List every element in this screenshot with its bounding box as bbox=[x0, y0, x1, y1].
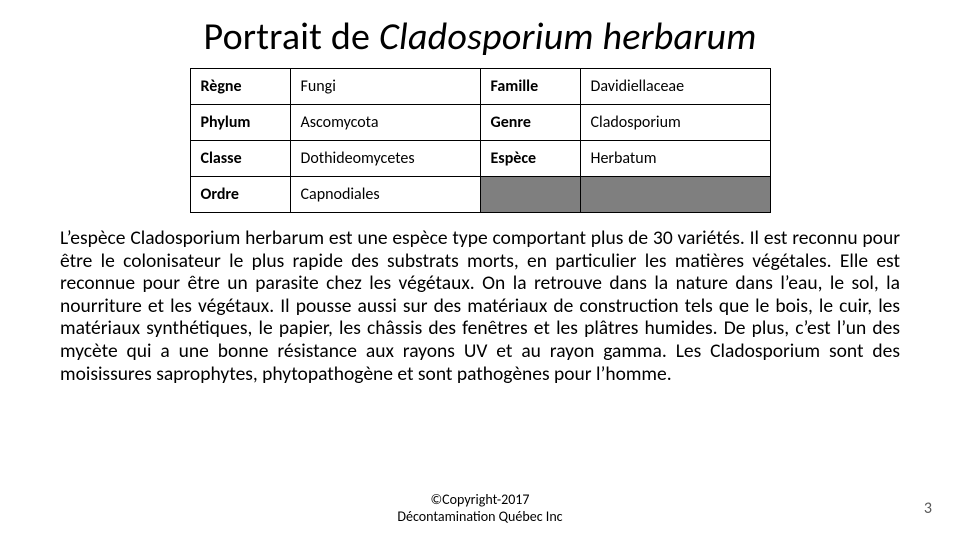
cell-empty-filled bbox=[580, 177, 770, 213]
cell-label: Classe bbox=[190, 141, 290, 177]
page-number: 3 bbox=[924, 499, 932, 518]
cell-value: Cladosporium bbox=[580, 105, 770, 141]
cell-label: Famille bbox=[480, 69, 580, 105]
footer-line-1: ©Copyright-2017 bbox=[0, 492, 960, 509]
cell-empty-filled bbox=[480, 177, 580, 213]
title-prefix: Portrait de bbox=[204, 14, 379, 60]
table-row: Phylum Ascomycota Genre Cladosporium bbox=[190, 105, 770, 141]
footer-line-2: Décontamination Québec Inc bbox=[0, 509, 960, 526]
cell-value: Dothideomycetes bbox=[290, 141, 480, 177]
cell-value: Davidiellaceae bbox=[580, 69, 770, 105]
table-row: Classe Dothideomycetes Espèce Herbatum bbox=[190, 141, 770, 177]
taxonomy-table: Règne Fungi Famille Davidiellaceae Phylu… bbox=[190, 68, 771, 213]
cell-label: Espèce bbox=[480, 141, 580, 177]
cell-value: Capnodiales bbox=[290, 177, 480, 213]
table-row: Ordre Capnodiales bbox=[190, 177, 770, 213]
body-paragraph: L’espèce Cladosporium herbarum est une e… bbox=[50, 227, 910, 385]
cell-label: Phylum bbox=[190, 105, 290, 141]
slide: Portrait de Cladosporium herbarum Règne … bbox=[0, 0, 960, 540]
table-row: Règne Fungi Famille Davidiellaceae bbox=[190, 69, 770, 105]
copyright-footer: ©Copyright-2017 Décontamination Québec I… bbox=[0, 492, 960, 526]
cell-label: Ordre bbox=[190, 177, 290, 213]
cell-value: Fungi bbox=[290, 69, 480, 105]
cell-value: Herbatum bbox=[580, 141, 770, 177]
cell-label: Règne bbox=[190, 69, 290, 105]
cell-value: Ascomycota bbox=[290, 105, 480, 141]
title-species: Cladosporium herbarum bbox=[379, 14, 757, 60]
cell-label: Genre bbox=[480, 105, 580, 141]
slide-title: Portrait de Cladosporium herbarum bbox=[50, 14, 910, 60]
